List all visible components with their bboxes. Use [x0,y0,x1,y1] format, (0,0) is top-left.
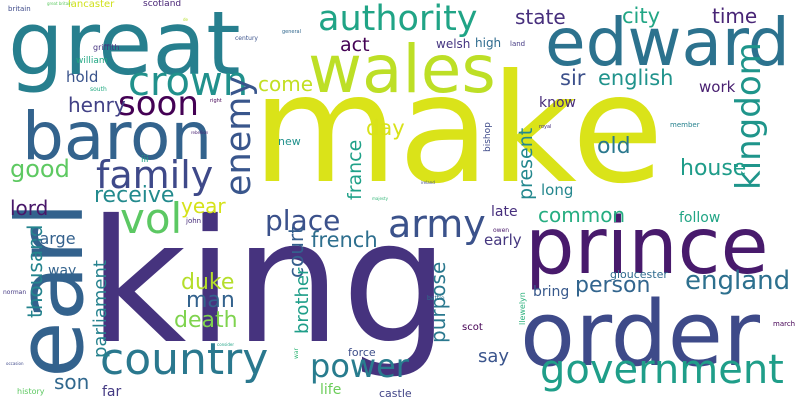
word-vol: vol [120,194,183,243]
word-country: country [100,334,269,385]
word-make: make [252,43,664,217]
word-war: war [293,347,300,359]
word-brother: brother [292,267,313,334]
word-common: common [538,203,626,227]
word-say: say [478,346,510,367]
word-occasion: occasion [6,361,24,366]
word-authority: authority [318,0,478,39]
word-scot: scot [462,322,483,333]
word-de: de [183,17,188,22]
word-follow: follow [679,210,721,226]
word-scotland: scotland [143,0,182,9]
word-bishop: bishop [483,122,493,152]
word-hold: hold [66,68,99,86]
word-purpose: purpose [426,261,450,343]
word-consider: consider [217,342,235,347]
word-far: far [102,384,122,400]
word-receive: receive [94,183,175,208]
word-century: century [235,35,258,42]
word-south: south [90,86,107,93]
word-ireland: ireland [421,180,435,185]
word-son: son [54,370,90,394]
word-britain: britain [8,5,31,13]
word-year: year [181,194,226,218]
word-england: england [685,266,791,296]
word-welsh: welsh [436,37,471,51]
word-great: great [8,0,241,95]
word-owen: owen [493,227,510,234]
word-crown: crown [128,59,249,105]
word-norman: norman [3,289,27,296]
word-french: french [311,228,378,252]
word-france: france [344,139,366,200]
word-sir: sir [560,66,586,90]
word-king: king [88,184,450,382]
word-army: army [388,202,486,246]
word-parliament: parliament [90,260,111,358]
word-work: work [699,78,736,96]
word-life: life [320,382,342,398]
word-general: general [282,29,302,35]
word-henry: henry [68,93,126,117]
word-battle: battle [427,295,445,302]
word-person: person [575,273,651,298]
word-john: john [186,217,202,225]
word-prince: prince [525,202,769,292]
word-soon: soon [118,84,199,124]
word-high: high [475,36,502,50]
word-time: time [712,4,758,28]
word-place: place [265,204,341,237]
word-wales: wales [308,31,496,108]
word-history: history [17,387,45,396]
word-lancaster: lancaster [68,0,115,10]
word-edward: edward [545,4,790,81]
word-march: march [773,320,796,328]
word-city: city [622,4,661,28]
word-great-britain: great britain [47,1,72,6]
word-duke: duke [181,270,235,295]
word-old: old [597,134,631,159]
word-baron: baron [22,98,213,175]
word-early: early [484,231,522,249]
word-long: long [541,181,574,199]
word-william: william [76,56,108,66]
word-member: member [670,121,700,129]
word-way: way [48,263,77,279]
word-llewelyn: llewelyn [518,292,527,325]
word-present: present [515,127,537,200]
word-enemy: enemy [219,75,259,196]
word-lord: lord [10,196,49,220]
word-majesty: majesty [372,196,388,201]
word-man: man [186,288,235,313]
word-house: house [680,156,747,181]
word-government: government [540,347,784,393]
word-come: come [258,72,314,96]
word-good: good [10,155,70,183]
word-english: english [598,66,674,90]
word-large: large [35,229,76,248]
word-state: state [515,5,566,29]
word-power: power [310,347,409,385]
word-gloucester: gloucester [610,268,668,281]
word-griffith: griffith [93,43,120,52]
word-force: force [348,346,376,359]
word-order: order [520,282,760,387]
word-death: death [174,308,238,333]
word-family: family [96,153,214,197]
word-bring: bring [533,284,570,300]
word-iii: iii [141,155,149,165]
word-land: land [510,40,526,48]
word-royal: royal [539,124,552,130]
word-right: right [210,98,222,104]
word-rebellion: rebellion [191,130,209,135]
word-new: new [278,135,301,148]
word-late: late [491,204,518,220]
word-act: act [340,34,370,56]
word-day: day [366,116,405,140]
word-know: know [539,95,576,111]
word-castle: castle [379,387,412,400]
